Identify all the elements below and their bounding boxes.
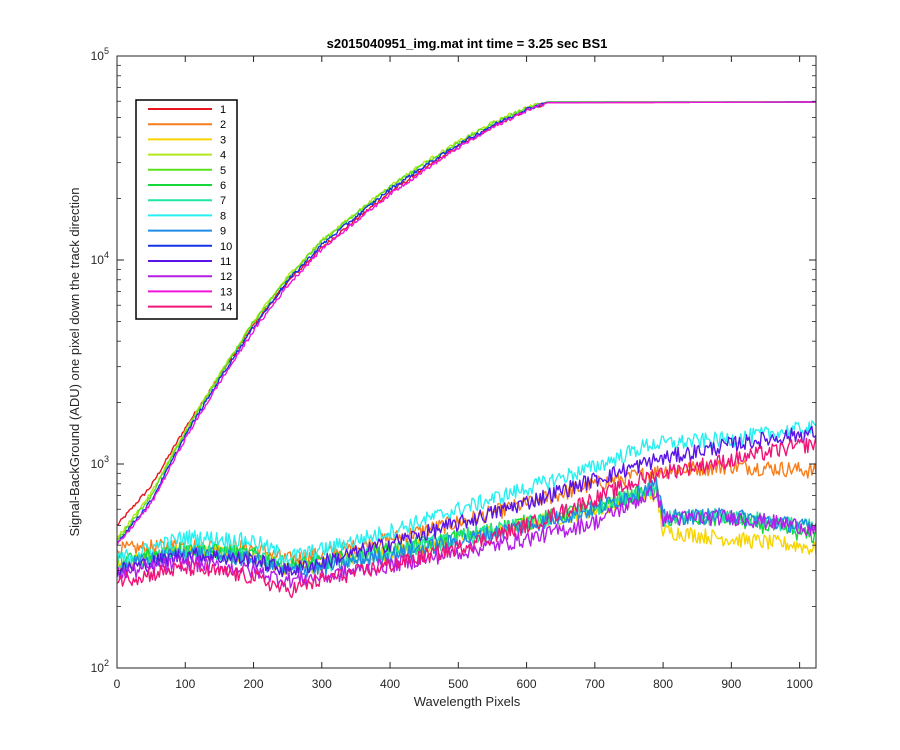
legend-box [135, 99, 238, 320]
x-tick-label: 500 [448, 677, 468, 691]
legend-label-14: 14 [220, 302, 232, 314]
y-tick-label: 103 [91, 454, 109, 471]
legend-label-3: 3 [220, 134, 226, 146]
y-tick-label: 104 [91, 250, 109, 267]
chart-title: s2015040951_img.mat int time = 3.25 sec … [327, 36, 608, 51]
legend-label-9: 9 [220, 226, 226, 238]
legend-label-5: 5 [220, 165, 226, 177]
plot-frame [116, 55, 817, 669]
x-tick-label: 400 [380, 677, 400, 691]
x-axis-label: Wavelength Pixels [414, 694, 521, 709]
x-tick-label: 300 [312, 677, 332, 691]
legend-label-12: 12 [220, 271, 232, 283]
legend-label-4: 4 [220, 150, 226, 162]
y-tick-label: 105 [91, 46, 109, 63]
legend-label-13: 13 [220, 286, 232, 298]
x-tick-label: 600 [517, 677, 537, 691]
x-tick-label: 100 [175, 677, 195, 691]
legend-label-11: 11 [220, 256, 231, 268]
x-tick-label: 200 [244, 677, 264, 691]
x-axis-ticks: 0 100 200 300 400 500 600 700 800 900 1000 [114, 56, 813, 691]
series-line-11 [116, 425, 817, 578]
x-tick-label: 900 [721, 677, 741, 691]
series-line-14 [116, 436, 817, 599]
legend-label-10: 10 [220, 241, 232, 253]
legend-label-2: 2 [220, 119, 226, 131]
series-layer [116, 101, 817, 599]
x-tick-label: 700 [585, 677, 605, 691]
series-line-13 [116, 101, 816, 546]
x-tick-label: 1000 [786, 677, 813, 691]
x-tick-label: 800 [653, 677, 673, 691]
legend-label-6: 6 [220, 180, 226, 192]
series-line-8 [116, 420, 817, 565]
legend-label-7: 7 [220, 195, 226, 207]
legend-label-8: 8 [220, 210, 226, 222]
y-tick-label: 102 [91, 658, 109, 675]
x-tick-label: 0 [114, 677, 121, 691]
legend-label-1: 1 [220, 104, 226, 116]
y-axis-label: Signal-BackGround (ADU) one pixel down t… [67, 187, 82, 536]
